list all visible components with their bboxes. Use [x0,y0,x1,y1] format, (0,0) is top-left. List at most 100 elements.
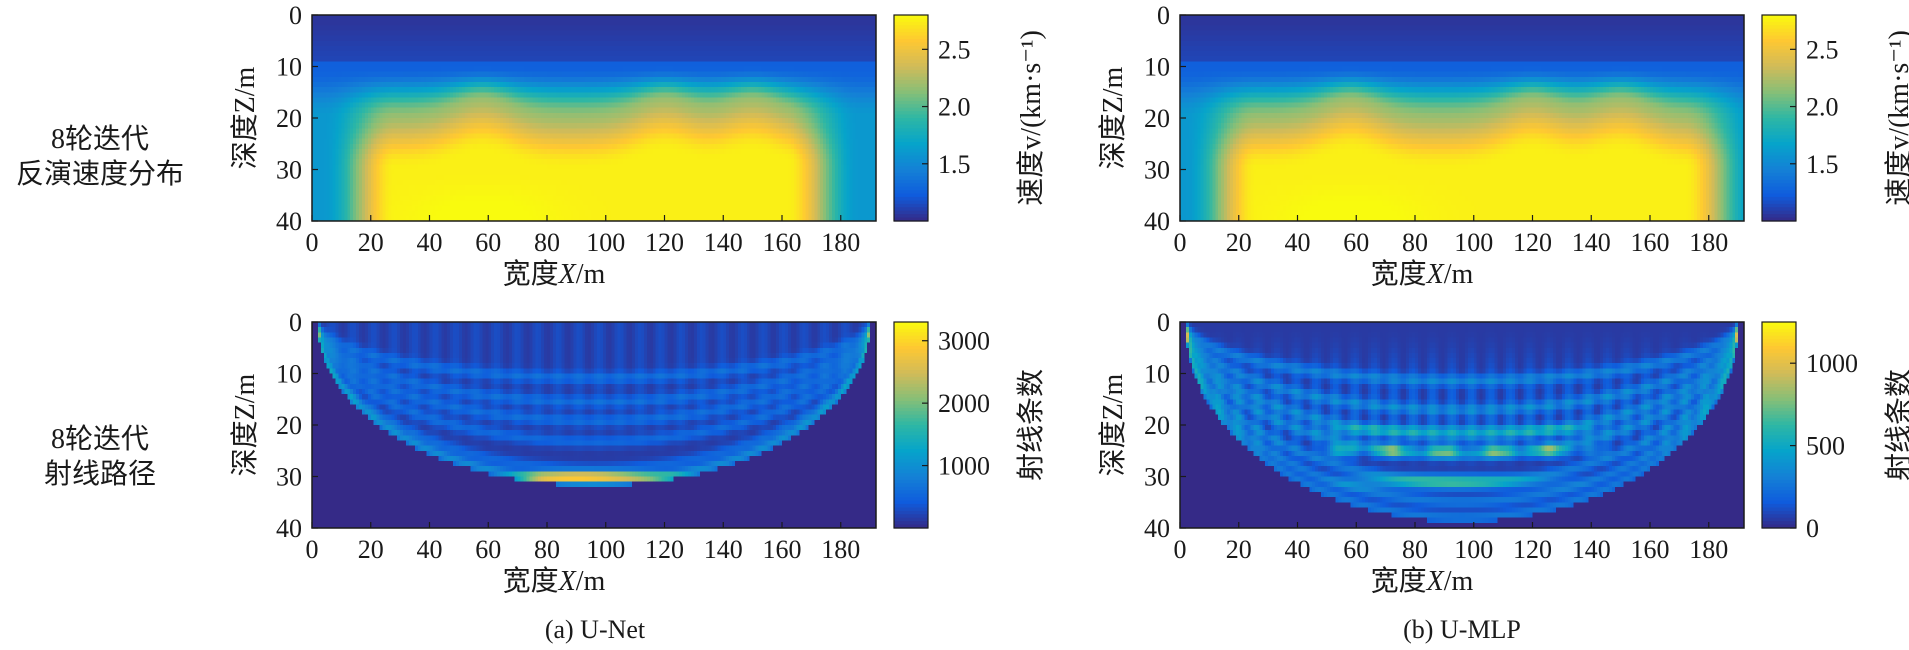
colorbar-tick-label: 2.0 [1806,93,1839,122]
colorbar-tick-label: 2.0 [938,93,971,122]
colorbar-segment [894,214,928,219]
y-tick-label: 40 [1144,207,1170,236]
colorbar-segment [1762,166,1796,171]
colorbar-segment [1762,196,1796,201]
colorbar-frame [1761,321,1797,529]
colorbar-segment [1762,138,1796,143]
colorbar-segment [1762,97,1796,102]
colorbar-segment [894,373,928,378]
panel-umlp-rays: 0 20 40 60 80 100 120 140 160 180 0 10 20 30 40 宽度X/m 深度… [1097,308,1909,597]
colorbar-segment [1762,186,1796,191]
colorbar-segment [894,104,928,109]
y-tick-label: 10 [1144,53,1170,82]
row-label-velocity-line2: 反演速度分布 [16,158,184,190]
colorbar-segment [894,356,928,361]
x-tick-label: 20 [358,228,384,257]
colorbar-segment [1762,483,1796,488]
colorbar-segment [1762,428,1796,433]
y-tick-label: 20 [276,411,302,440]
colorbar-segment [1762,390,1796,395]
colorbar-segment [1762,45,1796,50]
colorbar-segment [894,35,928,40]
colorbar-segment [894,32,928,37]
colorbar-segment [1762,217,1796,222]
colorbar-segment [894,335,928,340]
colorbar-segment [1762,346,1796,351]
colorbar-segment [894,200,928,205]
colorbar-segment [894,196,928,201]
x-tick-label: 160 [1631,535,1670,564]
colorbar-segment [894,431,928,436]
colorbar-segment [1762,376,1796,381]
caption-umlp: (b) U-MLP [1403,615,1521,644]
colorbar-segment [1762,325,1796,330]
colorbar-segment [894,152,928,157]
x-tick-label: 0 [1174,535,1187,564]
colorbar-segment [1762,510,1796,515]
colorbar-segment [894,328,928,333]
colorbar-segment [894,459,928,464]
colorbar-segment [1762,49,1796,54]
colorbar-segment [894,390,928,395]
colorbar-segment [894,418,928,423]
colorbar-tick-label: 2000 [938,389,990,418]
x-axis-label: 宽度X/m [1371,258,1474,290]
colorbar-segment [1762,118,1796,123]
colorbar-segment [1762,400,1796,405]
colorbar-segment [1762,425,1796,430]
colorbar-segment [894,142,928,147]
colorbar-segment [894,479,928,484]
x-axis-label: 宽度X/m [1371,565,1474,597]
y-tick-label: 40 [1144,514,1170,543]
y-tick-label: 0 [289,308,302,337]
x-tick-label: 40 [417,535,443,564]
colorbar-segment [894,69,928,74]
x-axis-label: 宽度X/m [503,565,606,597]
colorbar-segment [1762,373,1796,378]
colorbar-segment [1762,162,1796,167]
colorbar-segment [894,56,928,61]
colorbar-segment [894,442,928,447]
colorbar-segment [894,93,928,98]
colorbar-segment [894,80,928,85]
colorbar-segment [894,449,928,454]
colorbar-segment [894,332,928,337]
colorbar-segment [1762,28,1796,33]
colorbar-segment [1762,452,1796,457]
colorbar-segment [1762,135,1796,140]
y-tick-label: 0 [1157,308,1170,337]
colorbar-segment [894,445,928,450]
x-tick-label: 0 [306,228,319,257]
colorbar-segment [1762,517,1796,522]
colorbar-segment [894,383,928,388]
colorbar-segment [894,493,928,498]
x-tick-label: 120 [1513,535,1552,564]
x-tick-label: 120 [1513,228,1552,257]
colorbar-segment [894,39,928,44]
colorbar-segment [894,404,928,409]
colorbar-segment [1762,397,1796,402]
colorbar-segment [894,176,928,181]
colorbar-segment [894,166,928,171]
colorbar-segment [1762,169,1796,174]
colorbar-segment [894,124,928,129]
colorbar-tick-label: 500 [1806,432,1845,461]
colorbar-segment [894,148,928,153]
colorbar-segment [1762,32,1796,37]
colorbar-segment [894,428,928,433]
colorbar-segment [894,514,928,519]
x-tick-label: 0 [306,535,319,564]
colorbar-segment [894,18,928,23]
colorbar-segment [894,15,928,20]
y-tick-label: 10 [276,360,302,389]
colorbar-segment [1762,431,1796,436]
x-tick-label: 80 [534,228,560,257]
colorbar-segment [1762,380,1796,385]
y-tick-label: 20 [276,104,302,133]
colorbar-segment [894,128,928,133]
colorbar-segment [1762,15,1796,20]
colorbar-segment [1762,339,1796,344]
colorbar-segment [894,42,928,47]
colorbar-segment [1762,145,1796,150]
colorbar-segment [1762,179,1796,184]
